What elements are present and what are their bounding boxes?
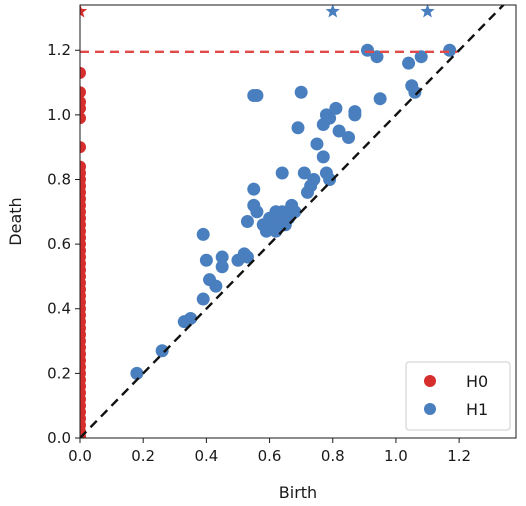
h1-point-42 bbox=[329, 101, 343, 115]
h1-point-38 bbox=[323, 172, 337, 186]
h1-point-47 bbox=[291, 121, 305, 135]
x-tick-label-3: 0.6 bbox=[258, 447, 282, 465]
x-tick-label-1: 0.2 bbox=[131, 447, 155, 465]
y-tick-label-4: 0.8 bbox=[47, 170, 71, 188]
h1-point-31 bbox=[297, 166, 311, 180]
h1-point-12 bbox=[240, 250, 254, 264]
h1-point-43 bbox=[332, 124, 346, 138]
h1-point-48 bbox=[294, 85, 308, 99]
h0-point-3 bbox=[80, 102, 86, 115]
h1-point-36 bbox=[316, 150, 330, 164]
h1-point-41 bbox=[323, 111, 337, 125]
h0-point-5 bbox=[80, 141, 86, 154]
h1-point-58 bbox=[443, 43, 457, 57]
y-tick-label-3: 0.6 bbox=[47, 235, 71, 253]
y-tick-label-6: 1.2 bbox=[47, 41, 71, 59]
y-axis-label: Death bbox=[6, 197, 25, 245]
h1-point-50 bbox=[250, 88, 264, 102]
legend-box bbox=[405, 361, 511, 431]
legend-marker-h1 bbox=[424, 403, 436, 415]
h1-point-0 bbox=[130, 366, 144, 380]
x-axis-label: Birth bbox=[279, 483, 317, 502]
infinity-star-0 bbox=[325, 5, 340, 18]
h1-point-35 bbox=[310, 137, 324, 151]
y-tick-label-1: 0.2 bbox=[47, 364, 71, 382]
h1-point-44 bbox=[342, 130, 356, 144]
plot-frame bbox=[79, 4, 517, 439]
h1-point-8 bbox=[215, 250, 229, 264]
x-tick-label-4: 0.8 bbox=[321, 447, 345, 465]
h1-point-57 bbox=[414, 50, 428, 64]
h1-point-53 bbox=[373, 92, 387, 106]
plot-content bbox=[80, 5, 506, 438]
h1-point-56 bbox=[408, 85, 422, 99]
y-tick-label-2: 0.4 bbox=[47, 300, 71, 318]
h1-point-13 bbox=[196, 227, 210, 241]
x-tick-label-2: 0.4 bbox=[194, 447, 218, 465]
h1-point-14 bbox=[240, 215, 254, 228]
x-tick-label-5: 1.0 bbox=[384, 447, 408, 465]
h1-point-17 bbox=[247, 182, 261, 196]
legend: H0 H1 bbox=[405, 361, 511, 431]
legend-marker-h0 bbox=[424, 375, 436, 387]
y-tick-label-5: 1.0 bbox=[47, 106, 71, 124]
h1-point-29 bbox=[288, 205, 302, 219]
x-tick-label-6: 1.2 bbox=[447, 447, 471, 465]
h0-point-4 bbox=[80, 112, 86, 125]
h1-point-9 bbox=[215, 260, 229, 274]
h1-point-34 bbox=[307, 172, 321, 186]
infinity-star-1 bbox=[420, 5, 435, 18]
axis-ticks: 0.0 0.2 0.4 0.6 0.8 1.0 1.2 0.0 0.2 0.4 0.6 0.8 1.0 1… bbox=[47, 41, 471, 465]
h1-point-7 bbox=[199, 253, 213, 267]
h1-point-46 bbox=[348, 108, 362, 122]
h1-point-52 bbox=[370, 50, 384, 64]
h1-point-4 bbox=[196, 292, 210, 306]
h1-point-30 bbox=[275, 166, 289, 180]
infinity-star-2 bbox=[80, 5, 88, 18]
h1-point-6 bbox=[209, 279, 223, 293]
h1-point-3 bbox=[184, 311, 198, 325]
x-tick-label-0: 0.0 bbox=[68, 447, 92, 465]
legend-label-h0: H0 bbox=[466, 372, 488, 391]
h1-point-1 bbox=[155, 344, 169, 358]
legend-label-h1: H1 bbox=[466, 400, 488, 419]
h0-point-1 bbox=[80, 86, 86, 99]
y-tick-label-0: 0.0 bbox=[47, 429, 71, 447]
h1-point-54 bbox=[402, 56, 416, 70]
h1-point-16 bbox=[250, 205, 264, 219]
h0-point-0 bbox=[80, 66, 86, 79]
plot-area bbox=[80, 5, 506, 438]
h1-point-51 bbox=[361, 43, 375, 57]
